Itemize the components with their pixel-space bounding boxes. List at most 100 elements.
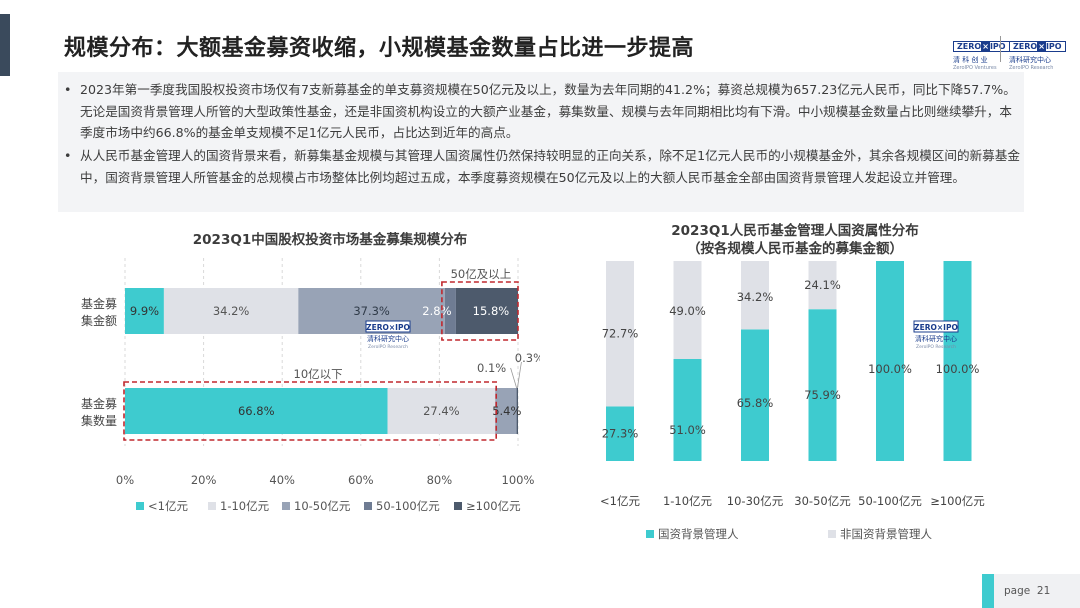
data-label: 2.8%: [422, 304, 451, 318]
x-tick-label: 100%: [502, 473, 535, 487]
x-category-label: 1-10亿元: [663, 494, 713, 508]
column-segment: [673, 359, 702, 461]
bullet-paragraph-1: • 2023年第一季度我国股权投资市场仅有7支新募基金的单支募资规模在50亿元及…: [64, 79, 1020, 144]
data-label: 27.4%: [423, 404, 460, 418]
page-title: 规模分布：大额基金募资收缩，小规模基金数量占比进一步提高: [64, 36, 695, 61]
logo-divider: [1000, 36, 1001, 62]
column-segment: [876, 261, 904, 461]
left-watermark-box: [365, 320, 411, 333]
legend-swatch: [364, 502, 372, 510]
data-label: 24.1%: [804, 278, 841, 292]
legend-swatch: [282, 502, 290, 510]
x-category-label: <1亿元: [600, 494, 640, 508]
data-label: 27.3%: [602, 427, 639, 441]
page-accent: [982, 574, 994, 608]
legend-swatch: [136, 502, 144, 510]
legend-label: <1亿元: [148, 499, 188, 513]
data-label: 72.7%: [602, 327, 639, 341]
right-stacked-column-chart: <1亿元 1-10亿元 10-30亿元 30-50亿元 50-100亿元 ≥100亿元 27…: [600, 261, 985, 541]
data-label: 100.0%: [868, 362, 912, 376]
right-chart-subtitle: （按各规模人民币基金的募集金额）: [687, 241, 903, 257]
category-label: 基金募: [81, 296, 117, 311]
category-label: 集金额: [81, 313, 117, 328]
legend-label: ≥100亿元: [466, 499, 521, 513]
data-label: 9.9%: [130, 304, 159, 318]
bar-segment: [495, 388, 517, 434]
zeroipo-research-logo: ZERO×IPO 清科研究中心 ZeroIPO Research: [1009, 34, 1066, 71]
bar-segment: [444, 288, 456, 334]
column-segment: [741, 261, 769, 330]
legend-label: 国资背景管理人: [658, 527, 739, 541]
data-label: 5.4%: [492, 404, 521, 418]
data-label: 0.1%: [477, 361, 506, 375]
bullet-dot-icon: •: [64, 148, 72, 163]
left-watermark-en: ZeroIPO Research: [368, 344, 408, 350]
x-tick-label: 20%: [191, 473, 217, 487]
category-label: 基金募: [81, 396, 117, 411]
legend-swatch: [646, 530, 654, 538]
zeroipo-ventures-logo: ZERO×IPO 清 科 创 业 ZeroIPO Ventures: [953, 34, 1010, 71]
data-label: 66.8%: [238, 404, 275, 418]
legend-label: 10-50亿元: [294, 499, 351, 513]
page-number: page 21: [1004, 585, 1051, 597]
right-chart-title: 2023Q1人民币基金管理人国资属性分布 （按各规模人民币基金的募集金额）: [585, 222, 1005, 258]
bar-segment: [163, 288, 299, 334]
x-tick-label: 40%: [269, 473, 295, 487]
highlight-box-small-funds: [123, 381, 498, 441]
right-watermark-cn: 清科研究中心: [915, 334, 957, 343]
bar-segment: [387, 388, 496, 434]
legend-swatch: [454, 502, 462, 510]
data-label: 0.3%: [515, 351, 540, 365]
x-tick-label: 0%: [116, 473, 134, 487]
summary-box: [58, 72, 1024, 212]
legend-swatch: [208, 502, 216, 510]
data-label: 49.0%: [669, 304, 706, 318]
right-watermark-en: ZeroIPO Research: [916, 344, 956, 350]
data-label: 37.3%: [353, 304, 390, 318]
column-segment: [741, 329, 769, 461]
x-tick-label: 80%: [427, 473, 453, 487]
legend-label: 1-10亿元: [220, 499, 270, 513]
highlight-box-large-funds: [441, 281, 519, 341]
category-label: 集数量: [81, 413, 117, 428]
callout-line: [517, 361, 522, 389]
x-category-label: 30-50亿元: [794, 494, 851, 508]
left-watermark-brand: ZERO×IPO: [366, 323, 410, 332]
right-chart-title-line: 2023Q1人民币基金管理人国资属性分布: [671, 223, 919, 239]
bar-segment: [125, 288, 164, 334]
left-chart-title: 2023Q1中国股权投资市场基金募集规模分布: [192, 232, 468, 248]
data-label: 15.8%: [473, 304, 510, 318]
column-segment: [673, 261, 702, 359]
column-segment: [606, 406, 634, 461]
data-label: 75.9%: [804, 388, 841, 402]
bar-segment: [125, 388, 388, 434]
data-label: 34.2%: [737, 290, 774, 304]
x-category-label: 50-100亿元: [858, 494, 922, 508]
data-label: 51.0%: [669, 423, 706, 437]
right-watermark-box: [913, 320, 959, 333]
bullet-paragraph-2: • 从人民币基金管理人的国资背景来看，新募集基金规模与其管理人国资属性仍然保持较…: [64, 145, 1020, 188]
x-category-label: 10-30亿元: [727, 494, 784, 508]
bar-segment: [455, 288, 518, 334]
callout-line: [510, 367, 518, 389]
right-watermark-brand: ZERO×IPO: [914, 323, 958, 332]
data-label: 34.2%: [213, 304, 250, 318]
legend-label: 非国资背景管理人: [840, 527, 932, 541]
column-segment: [808, 309, 837, 461]
data-label: 65.8%: [737, 396, 774, 410]
legend-swatch: [828, 530, 836, 538]
column-segment: [606, 261, 634, 407]
bullet-dot-icon: •: [64, 82, 72, 97]
x-category-label: ≥100亿元: [930, 494, 985, 508]
annotation-label: 50亿及以上: [451, 267, 512, 281]
left-watermark-cn: 清科研究中心: [367, 334, 409, 343]
accent-bar: [0, 14, 10, 76]
page-footer: [994, 574, 1080, 608]
column-segment: [943, 261, 972, 461]
x-tick-label: 60%: [348, 473, 374, 487]
data-label: 100.0%: [936, 362, 980, 376]
bar-segment: [516, 388, 518, 434]
column-segment: [808, 261, 837, 310]
annotation-label: 10亿以下: [294, 367, 343, 381]
